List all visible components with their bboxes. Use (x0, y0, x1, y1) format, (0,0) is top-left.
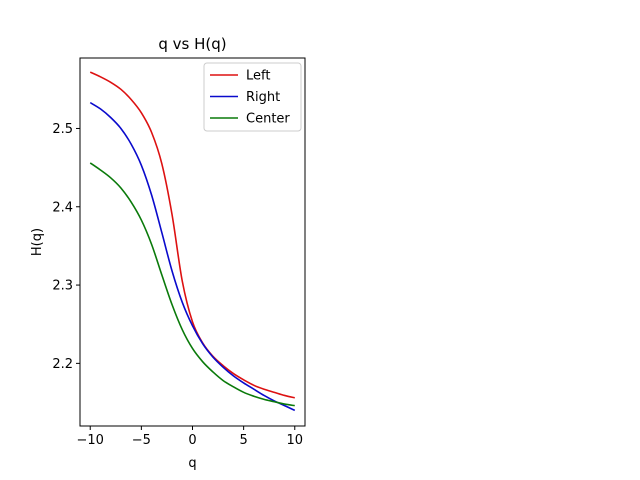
legend-label-center: Center (246, 112, 290, 127)
series-lines (89, 71, 296, 412)
chart-title: q vs H(q) (158, 35, 226, 53)
x-tick-label: 0 (188, 433, 196, 448)
x-tick-label: −10 (77, 433, 104, 448)
legend-box (203, 62, 302, 132)
y-tick-label: 2.2 (52, 357, 73, 372)
series-line-left (89, 71, 295, 399)
series-line-center (89, 162, 295, 407)
legend: Left Right Center (203, 62, 302, 132)
y-axis: 2.2 2.3 2.4 2.5 (52, 122, 80, 372)
y-axis-title: H(q) (30, 228, 45, 256)
series-line-right (89, 101, 296, 412)
legend-label-left: Left (246, 69, 270, 84)
x-tick-label: 10 (286, 433, 303, 448)
x-axis: −10 −5 0 5 10 (77, 426, 303, 448)
y-tick-label: 2.4 (52, 200, 73, 215)
y-tick-label: 2.5 (52, 122, 73, 137)
legend-label-right: Right (246, 90, 280, 105)
plot-frame (79, 57, 306, 427)
x-tick-label: −5 (132, 433, 151, 448)
x-axis-title: q (188, 456, 196, 471)
x-tick-label: 5 (239, 433, 247, 448)
y-tick-label: 2.3 (52, 279, 73, 294)
